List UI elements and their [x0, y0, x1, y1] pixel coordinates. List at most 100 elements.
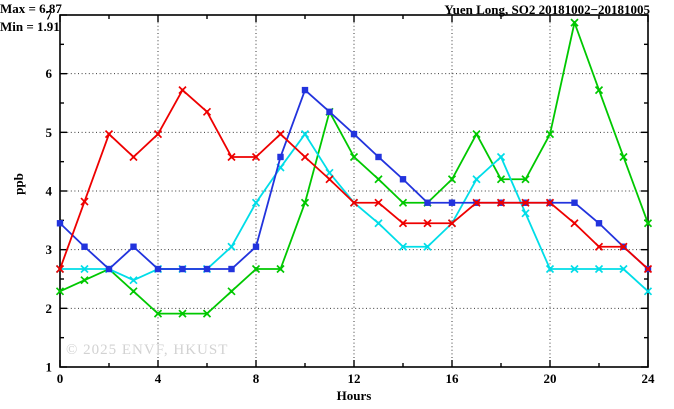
data-point-marker — [130, 243, 137, 250]
data-point-marker — [521, 175, 530, 184]
data-point-marker — [570, 264, 579, 274]
y-axis-label: ppb — [10, 173, 26, 195]
data-point-marker — [153, 129, 163, 139]
y-tick-label: 1 — [46, 360, 53, 375]
data-point-marker — [301, 86, 309, 94]
x-tick-label: 8 — [253, 371, 260, 386]
data-point-marker — [398, 242, 408, 251]
data-point-marker — [349, 198, 359, 207]
data-point-marker — [619, 242, 628, 251]
data-point-marker — [423, 219, 432, 228]
data-point-marker — [374, 219, 383, 228]
data-point-marker — [326, 108, 333, 115]
data-point-marker — [472, 129, 481, 139]
data-point-marker — [179, 265, 186, 273]
data-point-marker — [202, 309, 212, 318]
data-point-marker — [300, 129, 310, 139]
data-point-marker — [129, 276, 138, 285]
data-point-marker — [594, 242, 604, 251]
data-point-marker — [375, 153, 382, 161]
grid-lines — [60, 15, 648, 367]
data-point-marker — [227, 287, 236, 296]
data-point-marker — [643, 219, 653, 228]
data-point-marker — [203, 265, 211, 273]
x-tick-label: 4 — [155, 371, 162, 386]
data-point-marker — [570, 18, 579, 27]
data-point-marker — [104, 129, 114, 139]
x-tick-label: 0 — [57, 371, 64, 386]
data-point-marker — [521, 209, 530, 218]
data-point-marker — [55, 264, 65, 274]
data-point-marker — [472, 175, 481, 184]
data-point-marker — [129, 287, 138, 296]
data-point-marker — [374, 198, 383, 207]
data-point-marker — [55, 287, 65, 296]
data-point-marker — [545, 129, 555, 139]
data-point-marker — [80, 197, 89, 206]
data-point-marker — [153, 309, 163, 318]
data-point-marker — [423, 242, 432, 251]
max-value-label: Max = 6.87 — [0, 1, 62, 16]
data-point-marker — [594, 264, 604, 274]
series-red-line — [55, 85, 653, 274]
watermark: © 2025 ENVF, HKUST — [66, 342, 229, 358]
data-point-marker — [521, 198, 530, 207]
data-point-marker — [129, 152, 138, 162]
data-point-marker — [472, 198, 481, 207]
data-point-marker — [227, 242, 236, 251]
data-point-marker — [251, 152, 261, 162]
x-axis-label: Hours — [336, 388, 372, 403]
x-tick-label: 24 — [642, 371, 656, 386]
data-point-marker — [251, 198, 261, 207]
data-point-marker — [178, 309, 187, 318]
data-point-marker — [643, 264, 653, 274]
data-point-marker — [399, 176, 407, 183]
data-point-marker — [619, 264, 628, 274]
x-tick-label: 12 — [348, 371, 361, 386]
data-point-marker — [154, 265, 162, 273]
data-point-marker — [571, 199, 578, 206]
y-tick-label: 2 — [46, 301, 53, 316]
data-point-marker — [80, 264, 89, 274]
y-tick-label: 5 — [46, 125, 53, 140]
data-point-marker — [398, 219, 408, 228]
min-value-label: Min = 1.91 — [0, 19, 60, 34]
x-tick-label: 16 — [446, 371, 460, 386]
data-point-marker — [300, 198, 310, 207]
max-min-annotation: Max = 6.87 Min = 1.91 — [0, 0, 674, 36]
axis-ticks — [59, 14, 649, 368]
y-tick-label: 3 — [46, 242, 53, 257]
data-point-marker — [300, 152, 310, 162]
data-point-marker — [595, 220, 603, 227]
data-point-marker — [56, 220, 64, 227]
data-point-marker — [276, 129, 285, 139]
data-point-marker — [251, 264, 261, 274]
y-tick-label: 4 — [46, 184, 53, 199]
data-point-marker — [325, 175, 334, 184]
data-point-marker — [227, 152, 236, 162]
data-point-marker — [619, 152, 628, 162]
data-point-marker — [81, 243, 88, 250]
data-point-marker — [570, 219, 579, 228]
data-point-marker — [202, 107, 212, 116]
data-point-marker — [447, 175, 457, 184]
data-point-marker — [496, 152, 506, 162]
series-green-line — [55, 18, 653, 318]
data-point-marker — [496, 198, 506, 207]
data-point-marker — [643, 287, 653, 296]
data-point-marker — [252, 243, 260, 250]
data-point-marker — [178, 85, 187, 95]
data-point-marker — [325, 168, 334, 177]
x-tick-label: 20 — [544, 371, 557, 386]
data-point-marker — [594, 85, 604, 95]
data-point-marker — [496, 175, 506, 184]
data-point-marker — [447, 219, 457, 228]
chart-title: Yuen Long, SO2 20181002−20181005 — [444, 2, 650, 17]
data-point-marker — [228, 265, 235, 273]
data-point-marker — [80, 276, 89, 285]
data-point-marker — [448, 199, 456, 206]
series-blue-line — [56, 86, 652, 273]
